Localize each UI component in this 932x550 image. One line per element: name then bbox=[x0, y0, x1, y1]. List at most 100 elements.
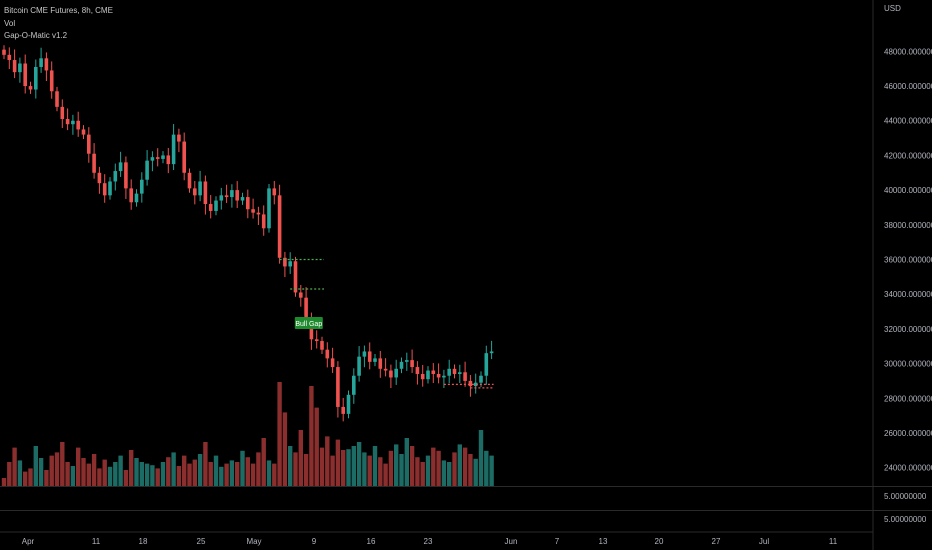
candle-body bbox=[405, 360, 409, 362]
volume-bar bbox=[70, 466, 76, 486]
volume-bar bbox=[171, 452, 176, 486]
time-tick-label: Jun bbox=[505, 537, 518, 546]
volume-bar bbox=[277, 382, 282, 486]
volume-bar bbox=[182, 455, 187, 486]
candle-body bbox=[383, 368, 388, 371]
bull-gap-label: Bull Gap bbox=[295, 321, 322, 328]
volume-bar bbox=[129, 450, 134, 486]
candle-body bbox=[420, 373, 425, 380]
volume-bar bbox=[240, 450, 245, 486]
candle-body bbox=[76, 120, 80, 130]
candle-body bbox=[60, 106, 65, 120]
volume-bar bbox=[235, 462, 240, 486]
pane-separator[interactable] bbox=[0, 510, 932, 511]
candle-body bbox=[399, 361, 404, 369]
candle-body bbox=[373, 358, 377, 362]
volume-bar bbox=[33, 446, 38, 486]
volume-bar bbox=[431, 447, 436, 486]
price-tick-label: 36000.00000000 bbox=[884, 256, 932, 265]
sub-pane-value-label: 5.00000000 bbox=[884, 492, 927, 501]
sub-pane-value-label: 5.00000000 bbox=[884, 515, 927, 524]
time-tick-label: 23 bbox=[424, 537, 433, 546]
pane-separator[interactable] bbox=[0, 486, 932, 487]
volume-bar bbox=[155, 468, 160, 486]
volume-bar bbox=[341, 450, 346, 486]
candle-body bbox=[23, 63, 27, 87]
time-tick-label: 9 bbox=[312, 537, 317, 546]
candle-body bbox=[224, 195, 229, 198]
bull-gap-annotation: Bull Gap bbox=[294, 317, 323, 329]
candle-body bbox=[447, 368, 451, 376]
candle-body bbox=[458, 372, 462, 374]
candle-body bbox=[177, 134, 181, 142]
candle-body bbox=[102, 183, 107, 196]
volume-bar bbox=[441, 460, 447, 486]
candle-body bbox=[235, 190, 239, 201]
volume-bar bbox=[367, 455, 372, 486]
price-tick-label: 34000.00000000 bbox=[884, 290, 932, 299]
candle-body bbox=[108, 181, 112, 196]
volume-bar bbox=[60, 442, 65, 486]
price-tick-label: 40000.00000000 bbox=[884, 186, 932, 195]
time-tick-label: 20 bbox=[655, 537, 664, 546]
time-tick-label: Jul bbox=[759, 537, 769, 546]
volume-bar bbox=[91, 454, 97, 486]
time-tick-label: 11 bbox=[829, 537, 838, 546]
volume-bar bbox=[314, 407, 319, 486]
candle-body bbox=[97, 172, 102, 184]
volume-bar bbox=[282, 412, 288, 486]
volume-bar bbox=[473, 458, 478, 486]
candle-body bbox=[484, 353, 489, 376]
volume-bar bbox=[256, 452, 261, 486]
candle-body bbox=[2, 49, 6, 55]
gap-indicator-label[interactable]: Gap-O-Matic v1.2 bbox=[4, 31, 68, 40]
volume-bar bbox=[7, 462, 12, 486]
candlestick-series bbox=[2, 45, 494, 422]
candle-body bbox=[431, 370, 436, 374]
candle-body bbox=[288, 261, 292, 267]
volume-bar bbox=[86, 463, 91, 486]
volume-bar bbox=[197, 454, 203, 486]
volume-bar bbox=[293, 452, 298, 486]
time-tick-label: 11 bbox=[92, 537, 101, 546]
volume-bar bbox=[187, 463, 192, 486]
candle-body bbox=[336, 367, 340, 407]
volume-bar bbox=[245, 457, 250, 486]
candle-body bbox=[155, 157, 160, 159]
time-tick-label: Apr bbox=[22, 537, 35, 546]
price-tick-label: 32000.00000000 bbox=[884, 325, 932, 334]
volume-bar bbox=[224, 463, 229, 486]
volume-bar bbox=[229, 460, 235, 486]
candle-body bbox=[65, 119, 70, 125]
volume-bar bbox=[81, 458, 86, 486]
bull-gap-label-box bbox=[294, 317, 323, 329]
volume-bar bbox=[399, 454, 404, 486]
candle-body bbox=[198, 181, 202, 196]
candle-body bbox=[145, 160, 149, 180]
volume-indicator-label[interactable]: Vol bbox=[4, 19, 16, 28]
candle-body bbox=[44, 58, 49, 71]
volume-bar bbox=[335, 439, 341, 486]
volume-bar bbox=[176, 466, 182, 486]
candle-body bbox=[208, 204, 213, 211]
candle-body bbox=[124, 162, 128, 189]
candle-body bbox=[71, 120, 75, 125]
volume-bar bbox=[139, 462, 144, 486]
candle-body bbox=[34, 66, 38, 90]
volume-bars bbox=[1, 382, 494, 486]
volume-bar bbox=[351, 446, 356, 486]
candle-body bbox=[346, 394, 351, 414]
time-tick-label: 13 bbox=[599, 537, 608, 546]
volume-bar bbox=[123, 470, 129, 486]
volume-bar bbox=[219, 466, 224, 486]
price-tick-label: 38000.00000000 bbox=[884, 221, 932, 230]
volume-bar bbox=[49, 455, 54, 486]
candle-body bbox=[325, 349, 330, 359]
volume-bar bbox=[213, 455, 219, 486]
candle-body bbox=[442, 375, 446, 378]
candle-body bbox=[362, 351, 367, 357]
candle-body bbox=[161, 155, 165, 159]
volume-bar bbox=[356, 442, 362, 486]
